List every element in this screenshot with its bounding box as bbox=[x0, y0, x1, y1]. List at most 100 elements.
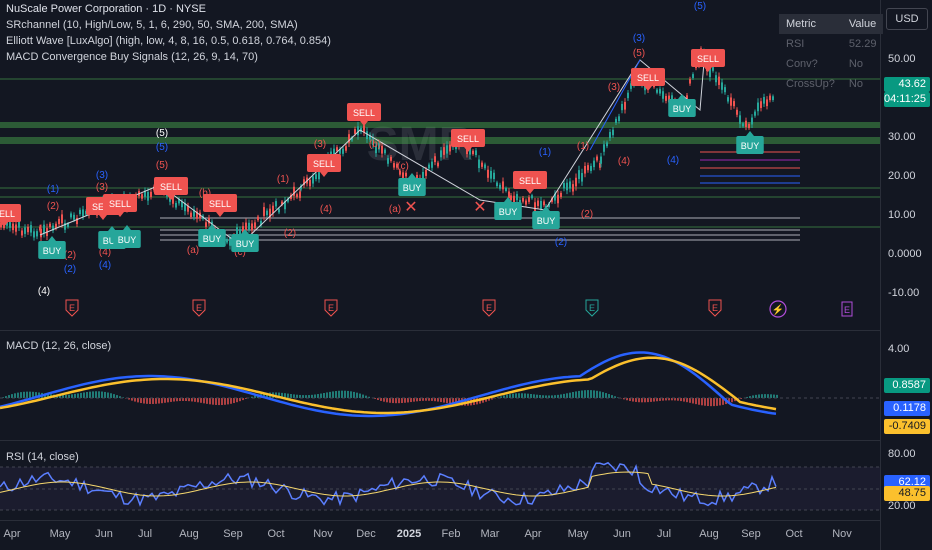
macd-histogram-bar bbox=[392, 398, 394, 404]
signal-label: SELL bbox=[697, 54, 719, 64]
candle-body bbox=[384, 149, 386, 154]
time-axis-label: Jun bbox=[95, 528, 113, 540]
macd-histogram-bar bbox=[668, 398, 670, 401]
macd-histogram-bar bbox=[296, 394, 298, 398]
macd-histogram-bar bbox=[581, 390, 583, 398]
time-axis-label: Oct bbox=[785, 528, 803, 540]
candle-body bbox=[52, 225, 54, 231]
macd-histogram-bar bbox=[323, 392, 325, 398]
earnings-shape bbox=[192, 299, 206, 317]
indicator-macd-signals[interactable]: MACD Convergence Buy Signals (12, 26, 9,… bbox=[6, 51, 258, 63]
macd-histogram-bar bbox=[47, 393, 49, 398]
macd-histogram-bar bbox=[644, 398, 646, 403]
candle-body bbox=[205, 222, 207, 227]
macd-histogram-bar bbox=[551, 395, 553, 398]
pane-divider[interactable] bbox=[0, 440, 880, 441]
candle-body bbox=[12, 223, 14, 231]
macd-histogram-bar bbox=[266, 392, 268, 398]
price-axis-label: 0.0000 bbox=[888, 248, 922, 260]
sell-signal: SELL bbox=[631, 68, 665, 91]
buy-signal: BUY bbox=[736, 131, 764, 154]
macd-histogram-bar bbox=[104, 391, 106, 398]
elliott-wave-label: (1) bbox=[47, 184, 59, 195]
macd-histogram-bar bbox=[137, 398, 139, 403]
macd-histogram-bar bbox=[434, 398, 436, 402]
macd-histogram-bar bbox=[605, 393, 607, 398]
candle-body bbox=[405, 172, 407, 177]
macd-histogram-bar bbox=[722, 398, 724, 405]
macd-histogram-bar bbox=[179, 398, 181, 402]
candle-body bbox=[272, 205, 274, 214]
elliott-wave-label: (a) bbox=[389, 204, 401, 215]
macd-histogram-bar bbox=[143, 398, 145, 404]
earnings-marker: E bbox=[192, 299, 206, 317]
signal-box bbox=[203, 194, 237, 212]
macd-histogram-bar bbox=[419, 398, 421, 402]
candle-body bbox=[196, 211, 198, 219]
macd-histogram-bar bbox=[215, 398, 217, 405]
candle-body bbox=[754, 111, 756, 116]
price-axis-label: 10.00 bbox=[888, 209, 916, 221]
candle-body bbox=[27, 226, 29, 233]
candle-body bbox=[751, 117, 753, 125]
time-axis-label: Nov bbox=[313, 528, 333, 540]
macd-histogram-bar bbox=[770, 394, 772, 398]
buy-signal: BUY bbox=[532, 206, 560, 229]
macd-histogram-bar bbox=[413, 398, 415, 402]
macd-histogram-bar bbox=[14, 393, 16, 398]
candle-body bbox=[425, 169, 427, 176]
candle-body bbox=[184, 203, 186, 212]
macd-histogram-bar bbox=[671, 398, 673, 401]
macd-histogram-bar bbox=[674, 398, 676, 401]
macd-histogram-bar bbox=[557, 394, 559, 398]
pane-divider[interactable] bbox=[0, 330, 880, 331]
macd-title[interactable]: MACD (12, 26, close) bbox=[6, 340, 112, 352]
macd-histogram-bar bbox=[710, 398, 712, 407]
symbol-title[interactable]: NuScale Power Corporation · 1D · NYSE bbox=[6, 3, 206, 15]
macd-histogram-bar bbox=[542, 395, 544, 398]
candle-body bbox=[348, 134, 350, 143]
candle-body bbox=[193, 209, 195, 217]
rsi-title[interactable]: RSI (14, close) bbox=[6, 451, 79, 463]
macd-histogram-bar bbox=[662, 398, 664, 401]
candle-body bbox=[499, 184, 501, 189]
candle-body bbox=[190, 212, 192, 217]
macd-histogram-bar bbox=[623, 398, 625, 400]
time-axis-label: Sep bbox=[223, 528, 243, 540]
metric-conv-value: No bbox=[848, 58, 863, 70]
earnings-shape bbox=[585, 299, 599, 317]
currency-button[interactable]: USD bbox=[886, 8, 928, 30]
candle-body bbox=[40, 228, 42, 238]
candle-body bbox=[572, 184, 574, 192]
macd-histogram-bar bbox=[212, 398, 214, 405]
macd-histogram-bar bbox=[320, 393, 322, 398]
time-axis-divider bbox=[0, 520, 880, 521]
signal-label: SELL bbox=[637, 73, 659, 83]
indicator-srchannel[interactable]: SRchannel (10, High/Low, 5, 1, 6, 290, 5… bbox=[6, 19, 298, 31]
candle-body bbox=[596, 156, 598, 161]
macd-histogram-bar bbox=[716, 398, 718, 406]
signal-arrow bbox=[99, 215, 107, 220]
macd-histogram-bar bbox=[2, 397, 4, 398]
candle-body bbox=[431, 161, 433, 168]
macd-histogram-bar bbox=[170, 398, 172, 402]
elliott-wave-label: (4) bbox=[667, 155, 679, 166]
macd-histogram-bar bbox=[587, 390, 589, 398]
indicator-elliott-wave[interactable]: Elliott Wave [LuxAlgo] (high, low, 4, 8,… bbox=[6, 35, 331, 47]
macd-histogram-bar bbox=[152, 398, 154, 404]
buy-signal: BUY bbox=[231, 229, 259, 252]
elliott-wave-label: (4) bbox=[38, 286, 50, 297]
candle-body bbox=[378, 142, 380, 150]
signal-arrow bbox=[408, 173, 416, 178]
macd-histogram-bar bbox=[431, 398, 433, 401]
candle-body bbox=[575, 177, 577, 187]
elliott-wave-label: (1) bbox=[277, 174, 289, 185]
metric-conv-label: Conv? bbox=[786, 58, 818, 70]
macd-histogram-bar bbox=[521, 393, 523, 398]
candle-body bbox=[557, 194, 559, 204]
candle-body bbox=[360, 127, 362, 133]
macd-histogram-bar bbox=[386, 398, 388, 403]
candle-body bbox=[662, 91, 664, 99]
candle-body bbox=[147, 191, 149, 201]
